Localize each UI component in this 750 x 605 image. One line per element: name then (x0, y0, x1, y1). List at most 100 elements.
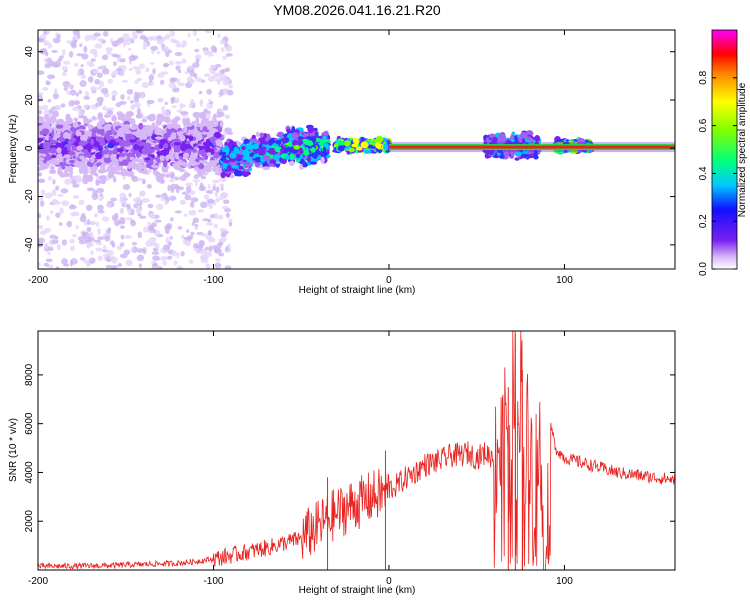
spectrogram-cell (103, 154, 110, 159)
spectrogram-cell (112, 176, 117, 183)
spectrogram-cell (111, 90, 118, 97)
spectrogram-cell (146, 184, 152, 189)
spectrogram-frame (37, 29, 676, 270)
spectrogram-cell (100, 65, 105, 70)
spectrogram-cell (160, 197, 165, 201)
spectrogram-cell (184, 194, 192, 201)
spectrogram-cell (87, 146, 92, 153)
spectrogram-cell (207, 199, 215, 204)
spectrogram-cell (55, 185, 60, 191)
spectrogram-cell (284, 137, 290, 143)
spectrogram-cell (298, 148, 304, 155)
spectrogram-cell (182, 239, 188, 245)
spectrogram-cell (79, 80, 87, 87)
spectrogram-cell (113, 61, 117, 67)
spectrogram-cell (181, 234, 185, 239)
spectrogram-cell (222, 88, 228, 96)
spectrogram-cell (214, 64, 222, 68)
spectrogram-cell (111, 256, 118, 264)
spectrogram-cell (38, 151, 41, 158)
spectrogram-cell (44, 242, 49, 250)
spectrogram-cell (100, 163, 106, 171)
spectrogram-cell (135, 68, 142, 75)
spectrogram-cell (47, 99, 52, 103)
spectrogram-cell (65, 124, 70, 129)
spectrogram-cell (169, 217, 174, 222)
spectrogram-cell (189, 201, 195, 208)
spectrogram-cell (242, 155, 251, 161)
spectrogram-cell (219, 120, 224, 128)
spectrogram-cell (98, 197, 103, 202)
spectrogram-cell (72, 30, 80, 36)
spectrogram-cell (310, 146, 316, 153)
spectrogram-cell (99, 100, 103, 106)
spectrogram-cell (119, 208, 124, 214)
spectrogram-cell (169, 235, 173, 240)
spectrogram-cell (233, 169, 240, 177)
spectrogram-cell (212, 186, 217, 191)
spectrogram-cell (56, 147, 62, 154)
spectrogram-cell (48, 126, 53, 133)
spectrogram-cell (59, 55, 64, 59)
spectrogram-cell (96, 128, 102, 135)
spectrogram-cell (173, 148, 181, 154)
spectrogram-cell (49, 139, 58, 144)
spectrogram-cell (203, 110, 209, 114)
spectrogram-cell (204, 147, 212, 153)
spectrogram-cell (254, 156, 263, 163)
spectrogram-cell (198, 185, 206, 192)
colorbar-tick-label: 0.6 (698, 118, 709, 132)
spectrogram-cell (124, 140, 131, 147)
spectrogram-cell (61, 239, 67, 246)
spectrogram-cell (203, 73, 211, 77)
spectrogram-cell (171, 105, 177, 109)
spectrogram-cell (224, 127, 232, 134)
spectrogram-cell (221, 192, 229, 199)
spectrogram-cell (95, 102, 99, 108)
spectrogram-cell (188, 156, 195, 164)
spectrogram-cell (307, 140, 313, 147)
spectrogram-cell (129, 156, 135, 161)
spectrogram-cell (202, 218, 210, 222)
spectrogram-cell (183, 213, 188, 217)
spectrogram-cell (172, 87, 180, 93)
spectrogram-cell (55, 145, 63, 149)
spectrogram-cell (45, 80, 51, 86)
spectrogram-cell (105, 249, 114, 257)
spectrogram-cell (111, 40, 119, 47)
spectrogram-cell (222, 159, 230, 164)
spectrogram-cell (86, 60, 94, 67)
spectrogram-cell (205, 222, 214, 226)
spectrogram-cell (78, 177, 83, 183)
spectrogram-cell (138, 122, 144, 130)
spectrogram-cell (112, 166, 117, 175)
spectrogram-cell (206, 126, 213, 131)
spectrogram-cell (67, 83, 73, 89)
spectrogram-cell (111, 243, 116, 248)
spectrogram-cell (217, 33, 221, 39)
spectrogram-cell (183, 126, 188, 134)
spectrogram-cell (145, 240, 153, 247)
spectrogram-cell (101, 216, 110, 222)
spectrogram-cell (40, 189, 46, 196)
spectrogram-cell (171, 250, 177, 257)
spectrogram-cell (290, 148, 299, 154)
spectrogram-cell (496, 140, 503, 144)
spectrogram-cell (75, 224, 79, 230)
spectrogram-cell (130, 248, 135, 253)
spectrogram-cell (72, 234, 78, 238)
spectrogram-cell (84, 34, 91, 42)
spectrogram-cell (50, 144, 57, 149)
spectrogram-cell (514, 157, 520, 161)
spectrogram-cell (83, 118, 91, 124)
spectrogram-cell (152, 68, 156, 75)
spectrogram-cell (102, 149, 110, 155)
spectrogram-cell (167, 123, 173, 130)
spectrogram-cell (128, 136, 136, 140)
spectrogram-cell (204, 246, 210, 251)
spectrogram-cell (322, 143, 329, 148)
spectrogram-cell (577, 139, 586, 146)
spectrogram-cell (214, 262, 222, 269)
spectrogram-cell (130, 219, 136, 224)
spectrogram-cell (101, 54, 109, 61)
